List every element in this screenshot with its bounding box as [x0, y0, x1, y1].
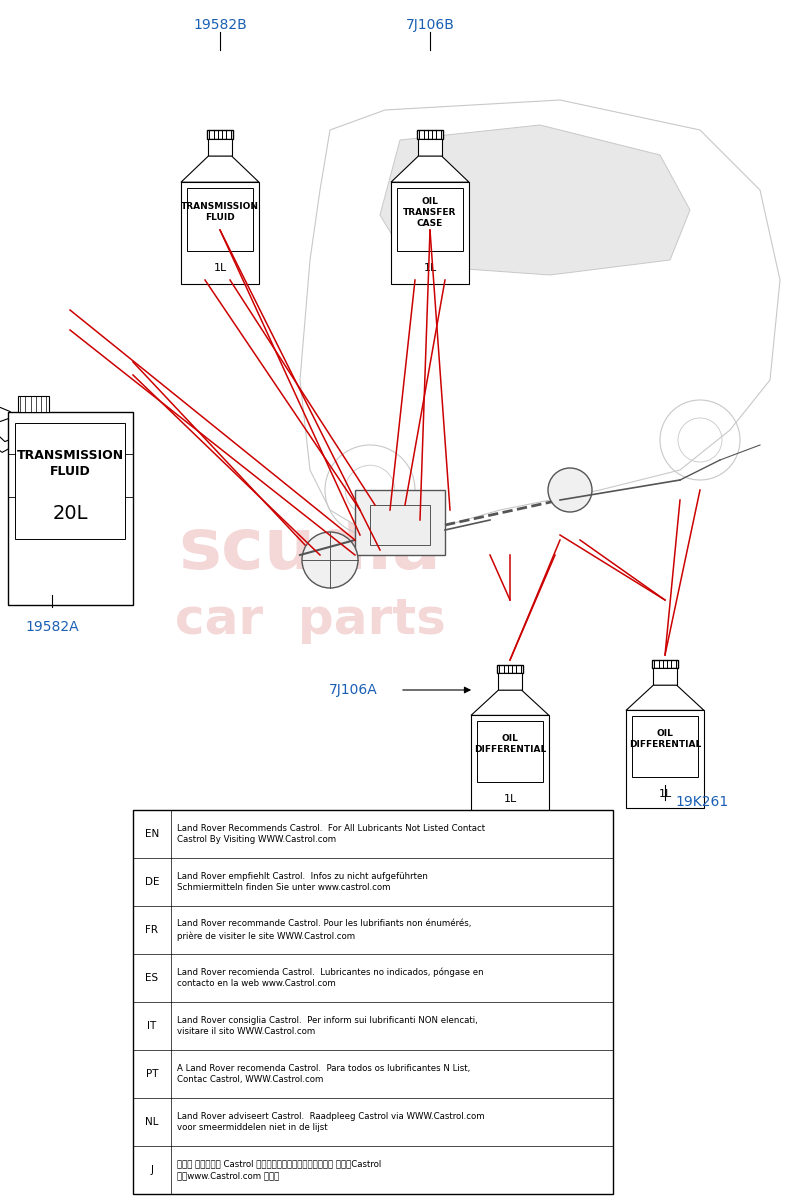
Text: IT: IT — [148, 1021, 156, 1031]
Circle shape — [548, 468, 592, 512]
Polygon shape — [181, 156, 259, 182]
Bar — [419, 139, 442, 156]
Polygon shape — [300, 100, 780, 540]
Circle shape — [302, 532, 358, 588]
Text: OIL
DIFFERENTIAL: OIL DIFFERENTIAL — [629, 730, 701, 750]
Text: 1L: 1L — [213, 264, 227, 274]
Text: car  parts: car parts — [175, 596, 445, 644]
Text: DE: DE — [144, 877, 160, 887]
Text: 7J106B: 7J106B — [406, 18, 455, 32]
Polygon shape — [391, 156, 469, 182]
Text: Land Rover adviseert Castrol.  Raadpleeg Castrol via WWW.Castrol.com
voor smeerm: Land Rover adviseert Castrol. Raadpleeg … — [177, 1111, 484, 1133]
Bar — [391, 182, 469, 283]
Text: 19582A: 19582A — [25, 620, 79, 634]
Text: Land Rover Recommends Castrol.  For All Lubricants Not Listed Contact
Castrol By: Land Rover Recommends Castrol. For All L… — [177, 823, 485, 845]
Text: A Land Rover recomenda Castrol.  Para todos os lubrificantes N List,
Contac Cast: A Land Rover recomenda Castrol. Para tod… — [177, 1063, 470, 1085]
Polygon shape — [471, 690, 549, 715]
Text: TRANSMISSION
FLUID: TRANSMISSION FLUID — [16, 449, 124, 479]
Text: 20L: 20L — [52, 504, 87, 523]
Polygon shape — [626, 685, 704, 710]
Text: ES: ES — [145, 973, 159, 983]
Text: 1L: 1L — [504, 793, 516, 804]
Bar — [355, 490, 445, 554]
Text: scudia: scudia — [179, 516, 441, 584]
Bar — [471, 715, 549, 814]
Bar — [7, 412, 132, 605]
Text: EN: EN — [145, 829, 159, 839]
Text: TRANSMISSION
FLUID: TRANSMISSION FLUID — [181, 202, 259, 222]
Text: Land Rover recommande Castrol. Pour les lubrifiants non énumérés,
prière de visi: Land Rover recommande Castrol. Pour les … — [177, 919, 472, 941]
FancyBboxPatch shape — [497, 665, 523, 673]
Bar — [477, 721, 543, 782]
Text: Land Rover consiglia Castrol.  Per inform sui lubrificanti NON elencati,
visitar: Land Rover consiglia Castrol. Per inform… — [177, 1015, 478, 1037]
Text: Land Rover recomienda Castrol.  Lubricantes no indicados, póngase en
contacto en: Land Rover recomienda Castrol. Lubricant… — [177, 967, 484, 989]
Bar — [626, 710, 704, 809]
Text: OIL
TRANSFER
CASE: OIL TRANSFER CASE — [403, 197, 456, 228]
Bar — [187, 188, 253, 251]
Bar — [181, 182, 259, 283]
Text: NL: NL — [145, 1117, 159, 1127]
Bar — [498, 673, 521, 690]
Polygon shape — [380, 125, 690, 275]
Bar — [654, 668, 677, 685]
Bar — [397, 188, 463, 251]
Text: 7J106A: 7J106A — [329, 683, 378, 697]
Bar — [209, 139, 232, 156]
Bar — [133, 810, 613, 1194]
FancyBboxPatch shape — [207, 130, 233, 139]
Text: ランド ローバーは Castrol を推奨。リスト外の潤滑劑につい ては、Castrol
社：www.Castrol.com まで。: ランド ローバーは Castrol を推奨。リスト外の潤滑劑につい ては、Cas… — [177, 1159, 381, 1181]
Bar — [632, 716, 698, 778]
Bar — [18, 396, 49, 412]
Text: OIL
DIFFERENTIAL: OIL DIFFERENTIAL — [474, 734, 546, 755]
FancyBboxPatch shape — [417, 130, 443, 139]
Text: 1L: 1L — [423, 264, 436, 274]
Text: FR: FR — [145, 925, 159, 935]
Text: PT: PT — [146, 1069, 158, 1079]
Text: J: J — [151, 1165, 153, 1175]
Text: 1L: 1L — [658, 788, 671, 799]
Text: 19582B: 19582B — [193, 18, 247, 32]
FancyBboxPatch shape — [652, 660, 678, 668]
Text: 19K261: 19K261 — [675, 794, 729, 809]
Polygon shape — [0, 407, 14, 452]
Text: Land Rover empfiehlt Castrol.  Infos zu nicht aufgeführten
Schmiermitteln finden: Land Rover empfiehlt Castrol. Infos zu n… — [177, 871, 428, 893]
Bar — [370, 505, 430, 545]
Bar — [15, 424, 125, 539]
